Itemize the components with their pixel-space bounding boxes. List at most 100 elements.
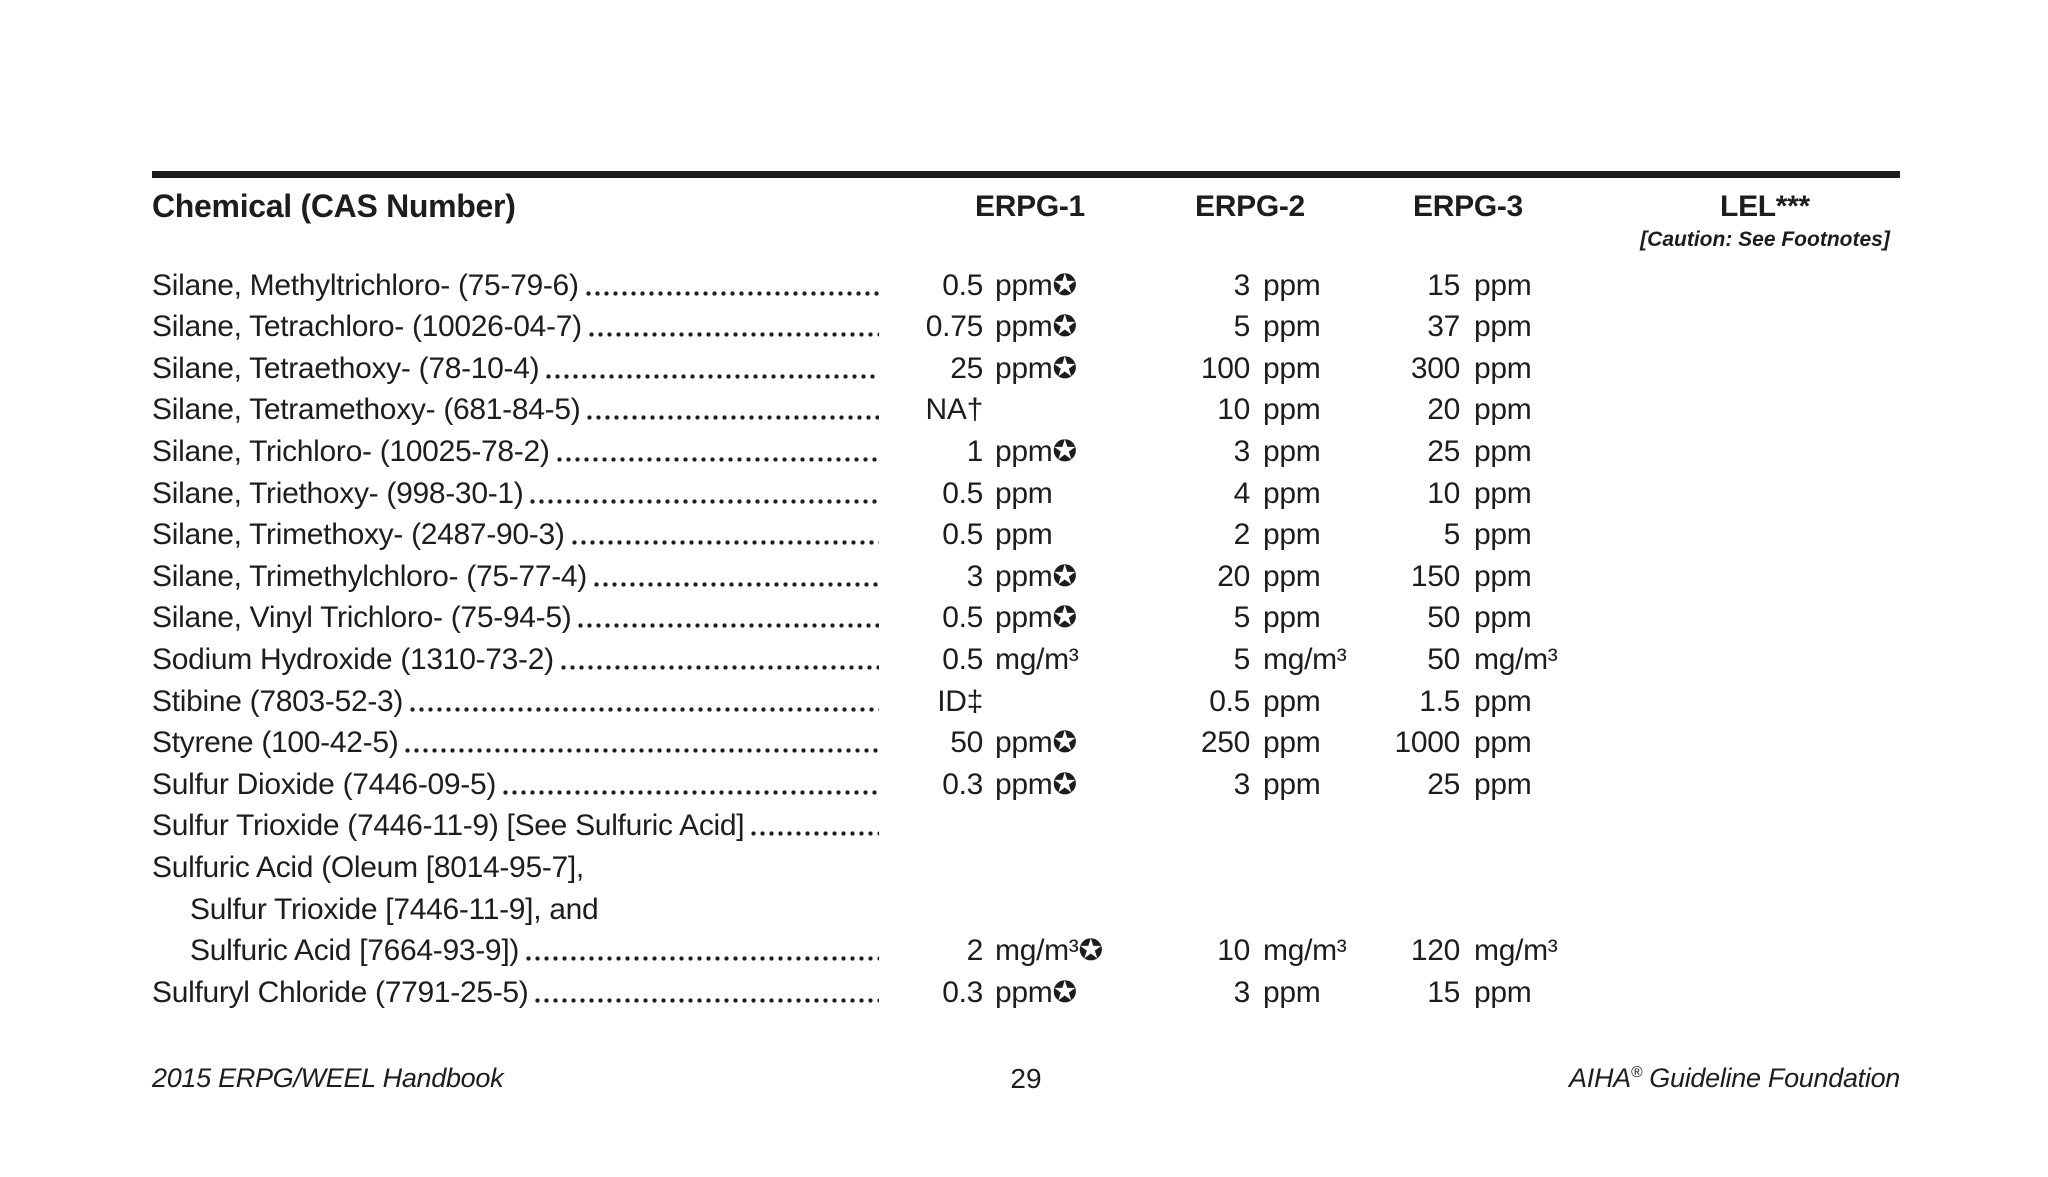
page-number: 29 xyxy=(1010,1063,1042,1094)
chemical-cell: Sulfur Trioxide [7446-11-9], and xyxy=(152,892,1110,928)
chemical-cell: Silane, Methyltrichloro- (75-79-6) 0.5 p… xyxy=(152,267,1110,304)
circled-star-icon: ✪ xyxy=(1052,974,1077,1009)
chemical-name: Stibine (7803-52-3) xyxy=(152,684,404,718)
dot-leader xyxy=(587,415,879,421)
dot-leader xyxy=(405,748,879,754)
chemical-cell: Sulfuric Acid [7664-93-9]) 2 mg/m³✪ xyxy=(152,932,1110,969)
chemical-name: Silane, Methyltrichloro- (75-79-6) xyxy=(152,268,579,302)
erpg1-value-cell: 0.3 ppm✪ xyxy=(887,974,1110,1011)
erpg3-value: 20 xyxy=(1427,393,1460,427)
erpg3-value-cell: 25 ppm xyxy=(1350,767,1562,803)
erpg3-value-cell: 300 ppm xyxy=(1350,351,1562,387)
erpg3-unit: ppm xyxy=(1474,434,1532,468)
erpg2-value: 5 xyxy=(1233,642,1251,676)
erpg3-value: 1.5 xyxy=(1419,684,1460,718)
erpg2-value: 5 xyxy=(1233,310,1251,344)
chemical-name: Sulfuric Acid (Oleum [8014-95-7], xyxy=(152,850,584,884)
erpg2-value: 10 xyxy=(1217,393,1250,427)
table-row: Sulfur Trioxide (7446-11-9) [See Sulfuri… xyxy=(152,803,1900,845)
erpg1-value-cell: 0.3 ppm✪ xyxy=(887,766,1110,803)
erpg1-unit: mg/m³ xyxy=(995,934,1079,968)
erpg3-unit: ppm xyxy=(1474,476,1532,510)
table-row: Silane, Vinyl Trichloro- (75-94-5) 0.5 p… xyxy=(152,595,1900,637)
erpg3-unit: mg/m³ xyxy=(1474,642,1558,676)
erpg2-value-cell: 100 ppm xyxy=(1110,351,1350,387)
chemical-cell: Styrene (100-42-5) 50 ppm✪ xyxy=(152,724,1110,761)
column-header-lel: LEL*** xyxy=(1720,190,1810,223)
chemical-cell: Silane, Triethoxy- (998-30-1) 0.5 ppm xyxy=(152,475,1110,512)
circled-star-icon: ✪ xyxy=(1052,267,1077,302)
erpg2-unit: ppm xyxy=(1263,476,1321,510)
erpg2-unit: ppm xyxy=(1263,559,1321,593)
erpg1-value-cell: 0.5 ppm✪ xyxy=(887,267,1110,304)
erpg3-value: 150 xyxy=(1410,559,1460,593)
erpg3-value-cell: 1000 ppm xyxy=(1350,725,1562,761)
dot-leader xyxy=(410,706,879,712)
erpg1-value: 0.5 xyxy=(942,642,983,676)
table-row: Silane, Tetraethoxy- (78-10-4) 25 ppm✪ 1… xyxy=(152,345,1900,387)
erpg2-value: 100 xyxy=(1200,351,1250,385)
erpg1-unit: ppm xyxy=(995,559,1053,593)
footer-handbook-title: 2015 ERPG/WEEL Handbook xyxy=(152,1063,504,1093)
dot-leader xyxy=(585,290,879,296)
erpg1-value: 0.5 xyxy=(942,601,983,635)
chemical-cell: Sulfur Trioxide (7446-11-9) [See Sulfuri… xyxy=(152,808,1110,844)
erpg2-unit: mg/m³ xyxy=(1263,642,1347,676)
erpg1-unit: ppm xyxy=(995,310,1053,344)
erpg2-unit: ppm xyxy=(1263,601,1321,635)
erpg3-unit: ppm xyxy=(1474,975,1532,1009)
erpg1-value-cell: 0.5 ppm xyxy=(887,475,1110,512)
table-row: Styrene (100-42-5) 50 ppm✪ 250 ppm 1000 … xyxy=(152,720,1900,762)
erpg1-value: 25 xyxy=(950,351,983,385)
chemical-name: Sulfuryl Chloride (7791-25-5) xyxy=(152,975,529,1009)
erpg2-value-cell: 4 ppm xyxy=(1110,476,1350,512)
erpg3-value-cell: 15 ppm xyxy=(1350,268,1562,304)
circled-star-icon: ✪ xyxy=(1052,309,1077,344)
erpg1-value: 3 xyxy=(966,559,984,593)
column-header-lel-group: LEL*** [Caution: See Footnotes] xyxy=(1620,190,1910,252)
erpg3-value-cell: 37 ppm xyxy=(1350,309,1562,345)
erpg3-value-cell: 50 ppm xyxy=(1350,600,1562,636)
dot-leader xyxy=(560,664,879,670)
erpg3-value: 15 xyxy=(1427,268,1460,302)
chemical-cell: Silane, Trimethylchloro- (75-77-4) 3 ppm… xyxy=(152,558,1110,595)
erpg3-value-cell: 10 ppm xyxy=(1350,476,1562,512)
erpg1-unit: ppm xyxy=(995,975,1053,1009)
erpg3-unit: ppm xyxy=(1474,601,1532,635)
chemical-cell: Silane, Tetraethoxy- (78-10-4) 25 ppm✪ xyxy=(152,350,1110,387)
chemical-name: Sulfur Dioxide (7446-09-5) xyxy=(152,767,497,801)
chemical-name: Silane, Trichloro- (10025-78-2) xyxy=(152,434,550,468)
erpg1-unit: ppm xyxy=(995,351,1053,385)
erpg2-value-cell: 250 ppm xyxy=(1110,725,1350,761)
erpg3-value-cell: 1.5 ppm xyxy=(1350,684,1562,720)
footer-foundation: AIHA® Guideline Foundation xyxy=(1569,1063,1900,1093)
erpg3-value: 120 xyxy=(1410,934,1460,968)
erpg2-unit: ppm xyxy=(1263,684,1321,718)
erpg1-value-cell: 0.5 ppm xyxy=(887,516,1110,553)
chemical-name: Sulfur Trioxide (7446-11-9) [See Sulfuri… xyxy=(152,809,745,843)
erpg2-value-cell: 0.5 ppm xyxy=(1110,684,1350,720)
erpg1-unit: ppm xyxy=(995,601,1053,635)
table-header: Chemical (CAS Number) ERPG-1 ERPG-2 ERPG… xyxy=(152,186,1900,262)
erpg3-value: 25 xyxy=(1427,434,1460,468)
table-row: Silane, Methyltrichloro- (75-79-6) 0.5 p… xyxy=(152,262,1900,304)
erpg1-value-cell: ID‡ xyxy=(887,684,1110,720)
erpg1-value: 0.3 xyxy=(942,767,983,801)
table-row: Sodium Hydroxide (1310-73-2) 0.5 mg/m³ 5… xyxy=(152,636,1900,678)
circled-star-icon: ✪ xyxy=(1052,600,1077,635)
erpg1-value: NA† xyxy=(925,393,984,427)
table-row: Sulfuryl Chloride (7791-25-5) 0.3 ppm✪ 3… xyxy=(152,969,1900,1011)
table-row: Sulfur Trioxide [7446-11-9], and xyxy=(152,886,1900,928)
circled-star-icon: ✪ xyxy=(1052,558,1077,593)
erpg2-value-cell: 5 mg/m³ xyxy=(1110,642,1350,678)
dot-leader xyxy=(503,789,879,795)
dot-leader xyxy=(535,997,879,1003)
chemical-name: Sulfuric Acid [7664-93-9]) xyxy=(190,934,520,968)
chemical-name: Silane, Triethoxy- (998-30-1) xyxy=(152,476,524,510)
erpg2-unit: ppm xyxy=(1263,434,1321,468)
table-body: Silane, Methyltrichloro- (75-79-6) 0.5 p… xyxy=(152,262,1900,1011)
chemical-cell: Silane, Vinyl Trichloro- (75-94-5) 0.5 p… xyxy=(152,599,1110,636)
erpg3-unit: ppm xyxy=(1474,268,1532,302)
erpg3-value: 5 xyxy=(1443,518,1461,552)
